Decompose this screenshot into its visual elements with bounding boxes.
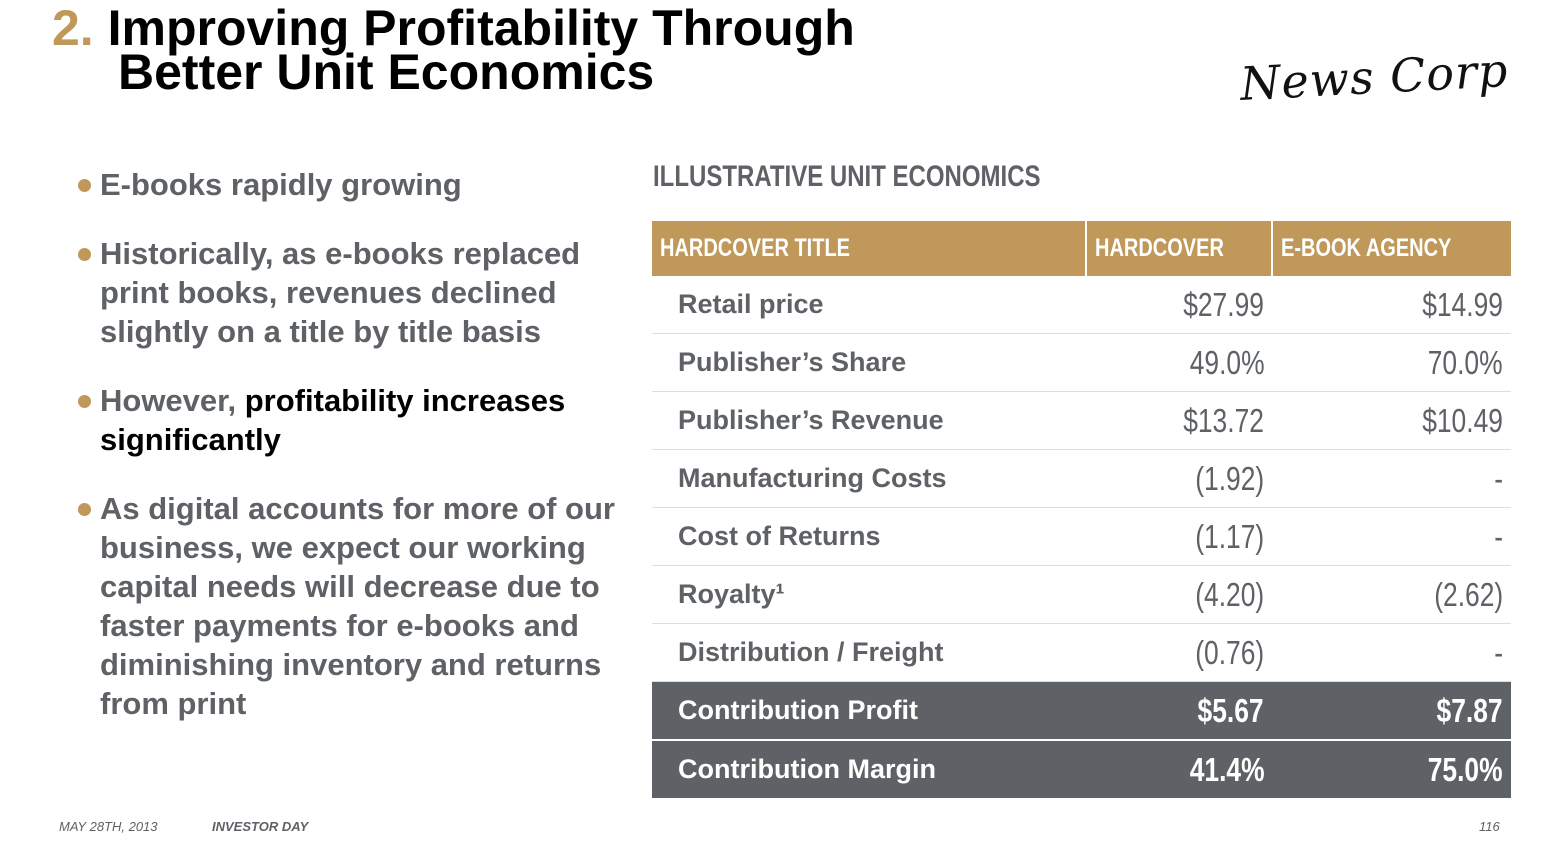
page-title: 2. Improving Profitability Through Bette… [52,3,855,100]
ebook-value: - [1272,507,1511,566]
footer-date: MAY 28TH, 2013 [59,819,158,834]
bullet-dot-icon [78,503,91,516]
hardcover-value: 41.4% [1086,740,1273,800]
column-header: E-BOOK AGENCY [1271,221,1511,276]
row-label: Cost of Returns [652,507,1086,566]
row-label: Contribution Margin [652,740,1086,800]
section-number: 2. [52,0,94,56]
ebook-value: $10.49 [1272,391,1511,450]
hardcover-value: 49.0% [1086,333,1273,392]
title-line-1: Improving Profitability Through [107,0,855,56]
bullet-text: As digital accounts for more of our busi… [100,491,615,721]
news-corp-logo: News Corp [1238,43,1510,111]
bullet-text: However, [100,383,245,418]
title-line-2: Better Unit Economics [118,44,655,100]
bullet-dot-icon [78,395,91,408]
bullet-item: Historically, as e-books replaced print … [78,234,638,351]
bullet-item: E-books rapidly growing [78,165,638,204]
hardcover-value: $27.99 [1086,276,1273,334]
table-row: Cost of Returns (1.17) - [652,507,1511,566]
hardcover-value: (1.92) [1086,449,1273,508]
ebook-value: - [1272,449,1511,508]
row-label: Manufacturing Costs [652,449,1086,508]
table-row: Manufacturing Costs (1.92) - [652,449,1511,508]
row-label: Publisher’s Share [652,333,1086,392]
table-row: Publisher’s Share 49.0% 70.0% [652,333,1511,392]
row-label: Royalty¹ [652,565,1086,624]
page-number: 116 [1479,819,1500,834]
ebook-value: $14.99 [1272,276,1511,334]
bullet-text: Historically, as e-books replaced print … [100,236,581,349]
bullet-list: E-books rapidly growing Historically, as … [78,165,638,753]
footer-event: INVESTOR DAY [212,819,309,834]
bullet-dot-icon [78,248,91,261]
row-label: Contribution Profit [652,681,1086,741]
table-row: Publisher’s Revenue $13.72 $10.49 [652,391,1511,450]
table-section-title: ILLUSTRATIVE UNIT ECONOMICS [653,160,1041,193]
bullet-text: E-books rapidly growing [100,167,462,202]
table-row: Royalty¹ (4.20) (2.62) [652,565,1511,624]
ebook-value: (2.62) [1272,565,1511,624]
unit-economics-table: HARDCOVER TITLE HARDCOVER E-BOOK AGENCY Re… [652,221,1511,800]
bullet-item: However, profitability increases signifi… [78,381,638,459]
total-row: Contribution Profit $5.67 $7.87 [652,681,1511,741]
table-row: Retail price $27.99 $14.99 [652,276,1511,334]
hardcover-value: $13.72 [1086,391,1273,450]
hardcover-value: (4.20) [1086,565,1273,624]
hardcover-value: (1.17) [1086,507,1273,566]
bullet-dot-icon [78,179,91,192]
ebook-value: $7.87 [1272,681,1511,741]
hardcover-value: (0.76) [1086,623,1273,682]
ebook-value: 70.0% [1272,333,1511,392]
column-header: HARDCOVER TITLE [652,221,1086,276]
ebook-value: - [1272,623,1511,682]
row-label: Publisher’s Revenue [652,391,1086,450]
bullet-emphasis: profitability increases significantly [100,383,566,457]
column-header: HARDCOVER [1084,221,1273,276]
row-label: Distribution / Freight [652,623,1086,682]
hardcover-value: $5.67 [1086,681,1273,741]
total-row: Contribution Margin 41.4% 75.0% [652,740,1511,800]
table-row: Distribution / Freight (0.76) - [652,623,1511,682]
ebook-value: 75.0% [1272,740,1511,800]
bullet-item: As digital accounts for more of our busi… [78,489,638,723]
row-label: Retail price [652,276,1086,334]
